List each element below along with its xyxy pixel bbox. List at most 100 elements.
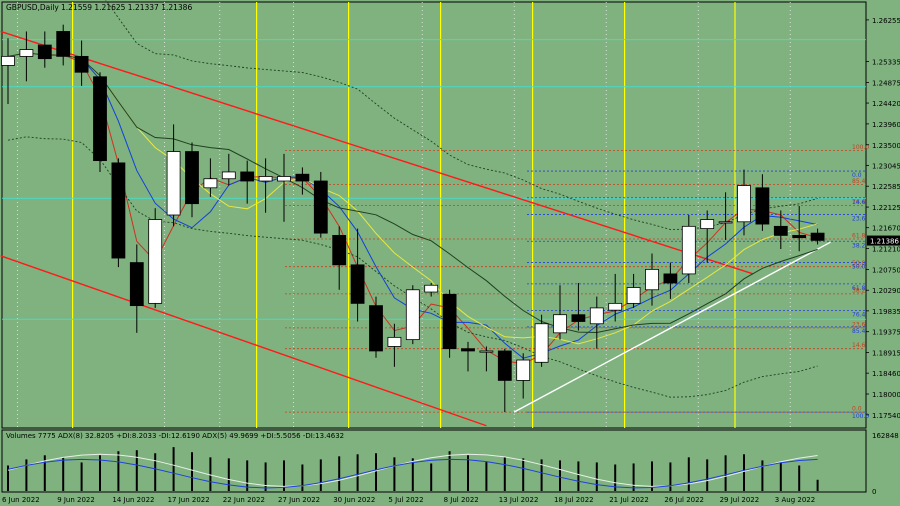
bear-candle xyxy=(185,151,199,205)
fib-red-label: 85.4 xyxy=(852,178,866,185)
volume-max-label: 162848 xyxy=(872,432,899,440)
date-tick-label: 5 Jul 2022 xyxy=(388,496,423,504)
bull-candle xyxy=(534,323,549,363)
bull-candle xyxy=(424,284,439,293)
price-tick-label: 1.25335 xyxy=(872,59,900,67)
bull-candle xyxy=(203,178,218,189)
ma-long-line xyxy=(7,52,818,334)
bull-candle xyxy=(221,171,236,180)
date-tick-label: 13 Jul 2022 xyxy=(499,496,539,504)
channel-upper-line xyxy=(0,30,754,275)
fib-blue-label: 100.0 xyxy=(852,413,869,420)
date-tick-label: 3 Aug 2022 xyxy=(775,496,815,504)
price-tick-label: 1.22585 xyxy=(872,183,900,191)
price-tick-label: 1.26255 xyxy=(872,17,900,25)
ma-slow-line xyxy=(7,52,818,345)
fib-red-label: 100.0 xyxy=(852,144,869,151)
price-tick-label: 1.23960 xyxy=(872,121,900,129)
price-tick-label: 1.23500 xyxy=(872,142,900,150)
bear-candle xyxy=(663,273,678,284)
price-tick-label: 1.21210 xyxy=(872,246,900,254)
price-tick-label: 1.17540 xyxy=(872,412,900,420)
fib-blue-label: 76.4 xyxy=(852,312,866,319)
fib-red-label: 76.4 xyxy=(852,199,866,206)
price-tick-label: 1.18000 xyxy=(872,391,900,399)
bear-candle xyxy=(313,180,328,234)
bull-candle xyxy=(645,268,659,291)
candles xyxy=(1,24,825,413)
fib-blue-label: 50.0 xyxy=(852,264,866,271)
price-tick-label: 1.19375 xyxy=(872,329,900,337)
price-tick-label: 1.23045 xyxy=(872,162,900,170)
fib-red-label: 50.0 xyxy=(852,260,866,267)
price-tick-label: 1.19835 xyxy=(872,308,900,316)
bull-candle xyxy=(166,151,181,216)
fib-red-label: 38.2 xyxy=(852,287,866,294)
bear-candle xyxy=(37,44,52,60)
price-tick-label: 1.22125 xyxy=(872,204,900,212)
price-tick-label: 1.24420 xyxy=(872,100,900,108)
bear-candle xyxy=(111,162,126,259)
bear-candle xyxy=(74,55,89,73)
date-tick-label: 30 Jun 2022 xyxy=(333,496,375,504)
bear-candle xyxy=(350,264,365,304)
price-axis: 1.26255 1.25335 1.24875 1.24420 1.23960 1.235… xyxy=(866,17,900,420)
bull-candle xyxy=(148,219,163,304)
price-pane-border xyxy=(1,1,867,429)
fib-blue-label: 61.8 xyxy=(852,285,866,292)
ohlc-label: 1.21559 1.21625 1.21337 1.21386 xyxy=(61,3,192,12)
fib-blue-label: 85.4 xyxy=(852,328,866,335)
channel-lower-line xyxy=(0,255,487,427)
fib-red-label: 23.6 xyxy=(852,321,866,328)
current-price-label: 1.21386 xyxy=(870,238,899,246)
volume-pane: 162848 0 xyxy=(7,432,899,496)
price-tick-label: 1.21670 xyxy=(872,225,900,233)
bull-candle xyxy=(405,289,420,341)
fib-blue-label: 0.0 xyxy=(852,172,862,179)
price-tick-label: 1.20750 xyxy=(872,266,900,274)
bear-candle xyxy=(810,232,825,241)
indicator-header: Volumes 7775 ADX(8) 32.8205 +DI:8.2033 -… xyxy=(6,432,344,440)
fib-blue-label: 38.2 xyxy=(852,242,866,249)
bear-candle xyxy=(240,171,255,182)
bear-candle xyxy=(129,262,144,307)
bull-candle xyxy=(516,359,531,381)
bull-candle xyxy=(681,225,696,275)
fib-red-label: 61.8 xyxy=(852,233,866,240)
bear-candle xyxy=(571,314,586,322)
date-tick-label: 8 Jul 2022 xyxy=(444,496,479,504)
bull-candle xyxy=(589,307,604,325)
price-tick-label: 1.18460 xyxy=(872,370,900,378)
bull-candle xyxy=(258,176,273,182)
date-tick-label: 27 Jun 2022 xyxy=(278,496,320,504)
indicator-pane-border xyxy=(1,429,867,493)
bull-candle xyxy=(626,287,641,304)
fib-blue-label: 23.6 xyxy=(852,216,866,223)
price-tick-label: 1.20290 xyxy=(872,287,900,295)
fib-blue-label: 14.6 xyxy=(852,199,866,206)
bull-candle xyxy=(553,314,567,334)
date-tick-label: 26 Jul 2022 xyxy=(664,496,704,504)
bull-candle xyxy=(608,302,623,311)
volume-zero-label: 0 xyxy=(872,488,876,496)
vertical-separators xyxy=(16,2,791,428)
date-tick-label: 22 Jun 2022 xyxy=(223,496,265,504)
bear-candle xyxy=(442,293,457,350)
support-trendline xyxy=(513,241,831,413)
symbol-label: GBPUSD,Daily xyxy=(6,3,59,12)
horizontal-levels xyxy=(2,39,866,320)
bear-candle xyxy=(773,225,788,236)
bear-candle xyxy=(93,76,107,162)
bull-candle xyxy=(387,336,402,347)
date-tick-label: 29 Jul 2022 xyxy=(720,496,760,504)
bear-candle xyxy=(332,234,347,266)
date-tick-label: 6 Jun 2022 xyxy=(2,496,40,504)
bear-candle xyxy=(755,187,770,225)
fib-red-label: 14.6 xyxy=(852,342,866,349)
bull-candle xyxy=(277,176,291,182)
bear-candle xyxy=(295,173,310,182)
date-tick-label: 17 Jun 2022 xyxy=(168,496,210,504)
date-tick-label: 21 Jul 2022 xyxy=(609,496,649,504)
bear-candle xyxy=(369,305,383,352)
